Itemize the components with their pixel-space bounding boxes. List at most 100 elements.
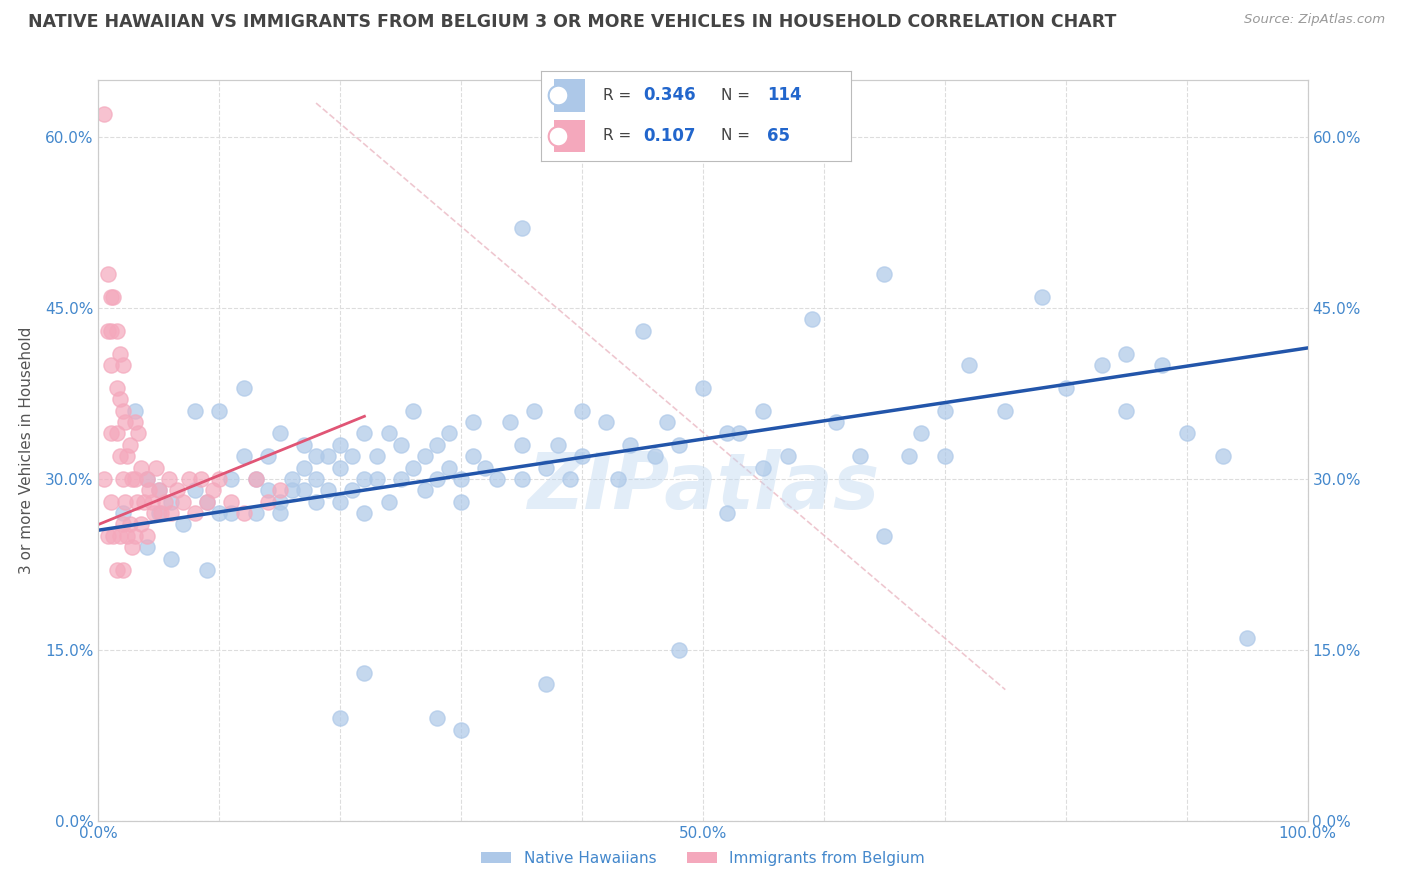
Text: N =: N =	[721, 128, 755, 143]
Point	[129, 460, 152, 475]
Point	[124, 529, 146, 543]
Point	[148, 506, 170, 520]
Point	[166, 483, 188, 498]
Point	[873, 267, 896, 281]
Point	[100, 494, 122, 508]
Point	[1115, 346, 1137, 360]
Point	[232, 381, 254, 395]
Point	[305, 494, 328, 508]
Point	[595, 415, 617, 429]
Point	[1236, 632, 1258, 646]
Point	[160, 494, 183, 508]
Point	[316, 483, 339, 498]
Point	[221, 472, 243, 486]
Point	[97, 324, 120, 338]
Point	[160, 551, 183, 566]
Point	[437, 426, 460, 441]
Point	[910, 426, 932, 441]
Point	[897, 449, 920, 463]
Point	[292, 483, 315, 498]
Point	[157, 472, 180, 486]
Point	[101, 529, 124, 543]
Point	[127, 426, 149, 441]
Point	[825, 415, 848, 429]
Point	[510, 221, 533, 235]
Point	[402, 460, 425, 475]
Point	[269, 483, 291, 498]
Point	[1054, 381, 1077, 395]
Point	[305, 449, 328, 463]
Point	[184, 506, 207, 520]
Point	[134, 494, 156, 508]
Point	[108, 449, 131, 463]
Point	[849, 449, 872, 463]
Point	[108, 346, 131, 360]
Point	[118, 438, 141, 452]
Point	[101, 290, 124, 304]
Point	[160, 506, 183, 520]
Point	[100, 324, 122, 338]
Point	[105, 426, 128, 441]
Point	[463, 449, 485, 463]
Y-axis label: 3 or more Vehicles in Household: 3 or more Vehicles in Household	[18, 326, 34, 574]
Point	[108, 529, 131, 543]
Point	[389, 438, 412, 452]
Point	[426, 711, 449, 725]
Point	[256, 449, 278, 463]
Point	[108, 392, 131, 407]
Point	[957, 358, 980, 372]
Point	[245, 472, 267, 486]
Point	[124, 403, 146, 417]
Point	[118, 517, 141, 532]
Point	[486, 472, 509, 486]
Bar	[554, 120, 585, 152]
Point	[426, 438, 449, 452]
Text: NATIVE HAWAIIAN VS IMMIGRANTS FROM BELGIUM 3 OR MORE VEHICLES IN HOUSEHOLD CORRE: NATIVE HAWAIIAN VS IMMIGRANTS FROM BELGI…	[28, 13, 1116, 31]
Point	[221, 506, 243, 520]
Point	[510, 472, 533, 486]
Point	[232, 506, 254, 520]
Point	[148, 483, 170, 498]
Point	[558, 472, 581, 486]
Point	[135, 472, 157, 486]
Point	[208, 403, 231, 417]
Point	[668, 438, 690, 452]
Point	[402, 403, 425, 417]
Point	[800, 312, 823, 326]
Point	[190, 472, 212, 486]
Point	[148, 483, 170, 498]
Point	[184, 483, 207, 498]
Point	[342, 449, 364, 463]
Point	[129, 517, 152, 532]
Point	[292, 460, 315, 475]
Point	[366, 449, 388, 463]
Point	[994, 403, 1017, 417]
Point	[100, 358, 122, 372]
Legend: Native Hawaiians, Immigrants from Belgium: Native Hawaiians, Immigrants from Belgiu…	[475, 845, 931, 872]
Point	[523, 403, 546, 417]
Point	[450, 723, 472, 737]
Point	[138, 483, 160, 498]
Point	[105, 563, 128, 577]
Point	[145, 460, 167, 475]
Point	[97, 529, 120, 543]
Point	[534, 677, 557, 691]
Point	[245, 472, 267, 486]
Point	[619, 438, 641, 452]
Point	[547, 438, 569, 452]
Point	[1115, 403, 1137, 417]
Point	[135, 529, 157, 543]
Point	[631, 324, 654, 338]
Point	[353, 472, 375, 486]
Point	[208, 506, 231, 520]
Point	[195, 494, 218, 508]
Point	[426, 472, 449, 486]
Point	[366, 472, 388, 486]
Point	[111, 506, 134, 520]
Point	[934, 449, 956, 463]
Point	[377, 426, 399, 441]
Point	[342, 483, 364, 498]
Point	[172, 494, 194, 508]
Point	[153, 494, 176, 508]
Point	[269, 426, 291, 441]
